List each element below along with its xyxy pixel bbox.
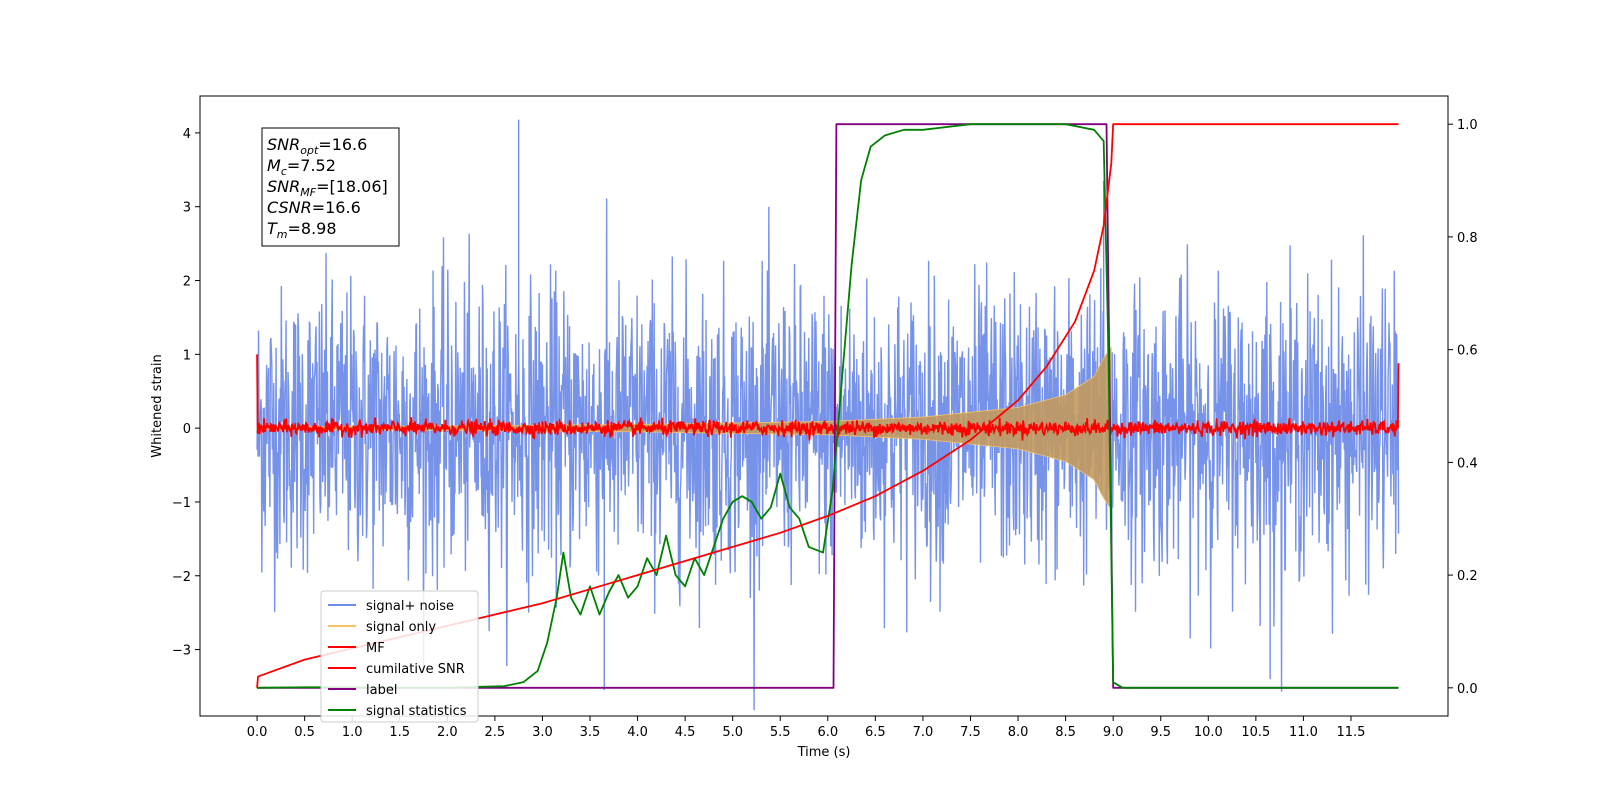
annotation-line: Tm=8.98 (267, 219, 337, 241)
y-left-tick-label: −1 (172, 496, 191, 511)
x-tick-label: 5.5 (770, 725, 791, 740)
plot-frame (199, 95, 1449, 717)
y-axis-right: 0.0 0.2 0.4 0.6 0.8 1.0 (1448, 118, 1478, 697)
annotation-frame (261, 127, 400, 247)
x-tick-label: 5.0 (722, 725, 743, 740)
legend-label: cumilative SNR (366, 662, 465, 677)
series-layer (256, 119, 1400, 711)
x-tick-label: 3.0 (532, 725, 553, 740)
x-tick-label: 2.5 (485, 725, 506, 740)
x-tick-label: 11.0 (1289, 725, 1318, 740)
x-tick-label: 9.0 (1103, 725, 1124, 740)
y-left-tick-label: −3 (172, 644, 191, 659)
y-right-tick-label: 0.4 (1457, 456, 1478, 471)
x-tick-label: 11.5 (1336, 725, 1365, 740)
series-signal-statistics (257, 123, 1399, 689)
y-right-tick-label: 0.8 (1457, 231, 1478, 246)
annotation-line: SNRMF=[18.06] (267, 177, 388, 199)
annotation-line: CSNR=16.6 (267, 198, 361, 217)
y-axis-label: Whitened strain (150, 354, 165, 457)
y-right-tick-label: 1.0 (1457, 118, 1478, 133)
legend-label: signal+ noise (366, 599, 454, 614)
annotation-line: Mc=7.52 (267, 156, 336, 178)
x-tick-label: 9.5 (1150, 725, 1171, 740)
x-tick-label: 7.0 (913, 725, 934, 740)
y-left-tick-label: 0 (183, 422, 191, 437)
x-axis-label: Time (s) (797, 745, 851, 760)
legend: signal+ noise signal only MF cumilative SNR… (320, 590, 479, 723)
x-tick-label: 4.0 (627, 725, 648, 740)
series-signal-noise (256, 198, 1400, 711)
x-tick-label: 3.5 (580, 725, 601, 740)
x-tick-label: 7.5 (960, 725, 981, 740)
x-axis: 0.0 0.5 1.0 1.5 2.0 2.5 3.0 3.5 4.0 4.5 5.0 5.5 6.0 6… (247, 716, 1365, 740)
x-tick-label: 8.0 (1008, 725, 1029, 740)
y-left-tick-label: 3 (183, 201, 191, 216)
x-tick-label: 0.0 (247, 725, 268, 740)
y-left-tick-label: 2 (183, 275, 191, 290)
legend-label: label (366, 683, 397, 698)
x-tick-label: 10.0 (1194, 725, 1223, 740)
annotation-line: SNRopt=16.6 (267, 135, 367, 157)
y-right-tick-label: 0.6 (1457, 344, 1478, 359)
legend-label: MF (366, 641, 385, 656)
y-left-tick-label: 1 (183, 348, 191, 363)
x-tick-label: 6.0 (817, 725, 838, 740)
x-tick-label: 2.0 (437, 725, 458, 740)
annotation-box: SNRopt=16.6Mc=7.52SNRMF=[18.06]CSNR=16.6… (261, 127, 400, 247)
y-left-tick-label: −2 (172, 570, 191, 585)
x-tick-label: 10.5 (1241, 725, 1270, 740)
y-right-tick-label: 0.2 (1457, 569, 1478, 584)
y-left-tick-label: 4 (183, 127, 191, 142)
y-axis-left: −3 −2 −1 0 1 2 3 4 (172, 127, 200, 659)
x-tick-label: 4.5 (675, 725, 696, 740)
x-tick-label: 1.5 (389, 725, 410, 740)
series-mf (256, 354, 1400, 441)
x-tick-label: 1.0 (342, 725, 363, 740)
y-right-tick-label: 0.0 (1457, 682, 1478, 697)
x-tick-label: 0.5 (294, 725, 315, 740)
legend-label: signal only (366, 620, 436, 635)
legend-label: signal statistics (366, 704, 467, 719)
legend-frame (320, 590, 479, 723)
x-tick-label: 8.5 (1055, 725, 1076, 740)
x-tick-label: 6.5 (865, 725, 886, 740)
